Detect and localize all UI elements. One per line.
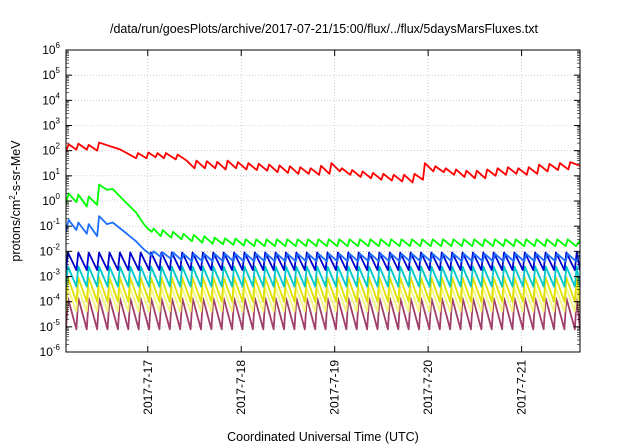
y-tick-label: 10-3	[40, 268, 61, 284]
y-tick-label: 10-2	[40, 242, 61, 258]
x-tick-label: 2017-7-21	[515, 360, 529, 415]
y-tick-base: 10	[40, 345, 54, 359]
series-line	[66, 215, 580, 263]
y-axis-label-post: -s-sr-MeV	[9, 140, 23, 196]
y-tick-base: 10	[42, 144, 56, 158]
y-tick-label: 106	[42, 41, 60, 57]
series-line	[66, 297, 580, 331]
y-tick-label: 101	[42, 167, 60, 183]
y-tick-exponent: 6	[56, 41, 61, 50]
y-tick-label: 10-5	[40, 318, 61, 334]
x-tick-label: 2017-7-17	[141, 360, 155, 415]
y-tick-base: 10	[40, 244, 54, 258]
y-axis-label-sup: 2	[8, 195, 17, 200]
series-line	[66, 276, 580, 303]
y-tick-base: 10	[40, 320, 54, 334]
y-tick-exponent: 2	[56, 142, 61, 151]
y-tick-exponent: -1	[53, 217, 61, 226]
y-tick-label: 105	[42, 66, 60, 82]
y-tick-exponent: -2	[53, 242, 61, 251]
y-tick-base: 10	[42, 194, 56, 208]
chart-title: /data/run/goesPlots/archive/2017-07-21/1…	[110, 22, 539, 36]
y-tick-label: 100	[42, 192, 60, 208]
series-line	[66, 183, 580, 248]
x-tick-label: 2017-7-18	[234, 360, 248, 415]
y-tick-exponent: 0	[56, 192, 61, 201]
y-tick-exponent: -5	[53, 318, 61, 327]
y-tick-exponent: 3	[56, 117, 61, 126]
y-tick-base: 10	[42, 169, 56, 183]
y-tick-exponent: -4	[53, 293, 61, 302]
y-tick-label: 102	[42, 142, 60, 158]
y-tick-label: 104	[42, 91, 60, 107]
y-tick-base: 10	[42, 68, 56, 82]
y-tick-label: 10-1	[40, 217, 61, 233]
y-tick-label: 10-4	[40, 293, 61, 309]
y-axis-label-pre: protons/cm	[9, 200, 23, 262]
y-axis-label: protons/cm2-s-sr-MeV	[8, 140, 23, 262]
y-tick-label: 103	[42, 117, 60, 133]
y-tick-base: 10	[40, 219, 54, 233]
y-tick-base: 10	[40, 295, 54, 309]
plot-area	[66, 141, 580, 331]
series-line	[66, 141, 580, 184]
x-axis-ticks: 2017-7-17 2017-7-18 2017-7-19 2017-7-20 2017…	[141, 50, 529, 415]
x-tick-label: 2017-7-19	[328, 360, 342, 415]
y-tick-exponent: 5	[56, 66, 61, 75]
y-tick-exponent: -6	[53, 343, 61, 352]
y-tick-label: 10-6	[40, 343, 61, 359]
x-tick-label: 2017-7-20	[421, 360, 435, 415]
grid-lines	[66, 50, 580, 352]
y-tick-exponent: 1	[56, 167, 61, 176]
y-axis-ticks: 10-610-510-410-310-210-11001011021031041…	[40, 41, 580, 359]
y-tick-exponent: 4	[56, 91, 61, 100]
series-line	[66, 251, 580, 271]
series-line	[66, 265, 580, 288]
x-axis-label: Coordinated Universal Time (UTC)	[227, 430, 419, 444]
y-tick-exponent: -3	[53, 268, 61, 277]
y-tick-base: 10	[42, 119, 56, 133]
y-tick-base: 10	[42, 43, 56, 57]
y-tick-base: 10	[40, 270, 54, 284]
y-tick-base: 10	[42, 93, 56, 107]
